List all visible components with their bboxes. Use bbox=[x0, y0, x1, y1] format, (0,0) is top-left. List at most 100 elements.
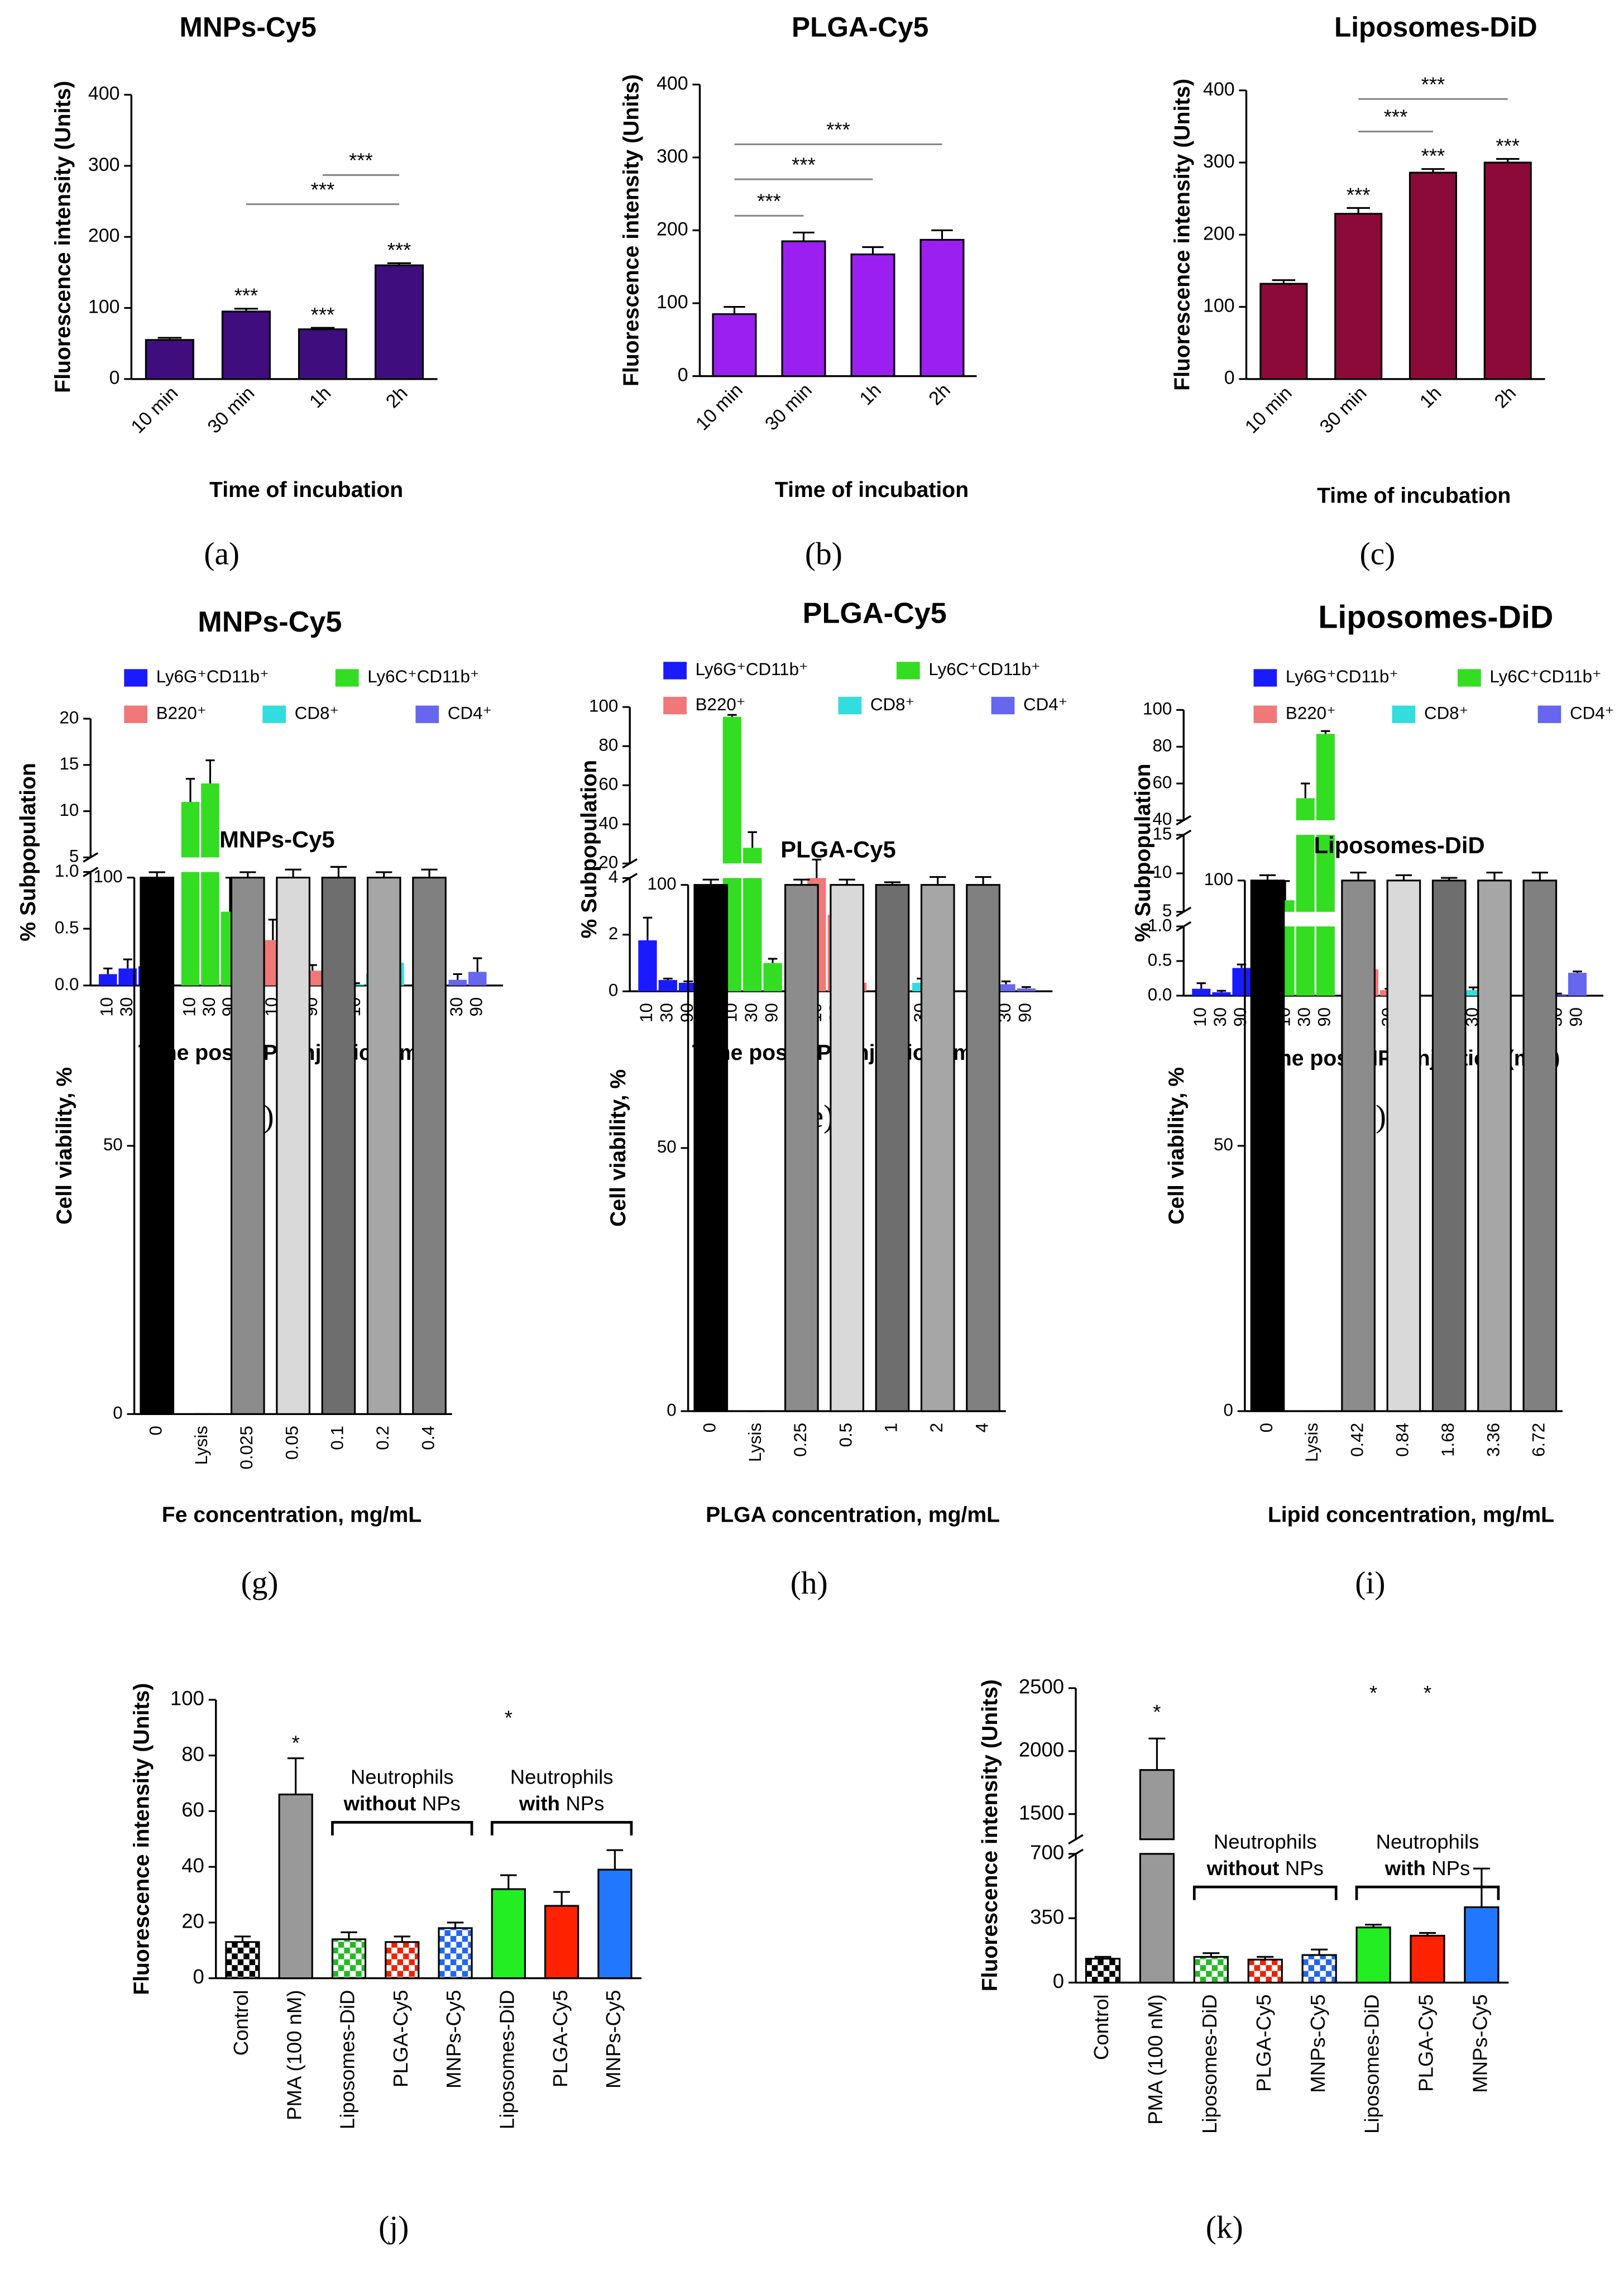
y-axis-label: Fluorescence intensity (Units) bbox=[1171, 79, 1195, 391]
y-axis-label: Cell viability, % bbox=[52, 1067, 76, 1225]
x-tick-label: 0.4 bbox=[418, 1426, 438, 1450]
group-label-rest: NPs bbox=[422, 1792, 461, 1815]
error-bar bbox=[1441, 877, 1458, 881]
legend-swatch bbox=[896, 662, 920, 680]
y-tick-label: 60 bbox=[598, 774, 618, 794]
bar bbox=[1464, 1906, 1500, 1984]
x-tick-label: MNPs-Cy5 bbox=[1469, 1994, 1492, 2093]
legend-swatch bbox=[415, 705, 439, 723]
bar bbox=[658, 979, 677, 992]
x-tick-label: 30 bbox=[447, 997, 466, 1017]
y-axis-label: % Subpopulation bbox=[16, 763, 40, 941]
bar bbox=[1334, 213, 1383, 380]
error-bar bbox=[1021, 986, 1031, 989]
bar bbox=[1301, 1954, 1337, 1984]
y-tick-label: 100 bbox=[1143, 699, 1172, 719]
bar bbox=[201, 783, 219, 858]
x-tick-label: Lysis bbox=[745, 1423, 765, 1462]
error-bar bbox=[702, 878, 719, 885]
x-tick-label: 2h bbox=[924, 380, 955, 410]
y-tick-label: 0 bbox=[193, 1965, 204, 1988]
error-bar bbox=[1496, 158, 1520, 163]
error-bar bbox=[1001, 980, 1011, 984]
error-bar bbox=[553, 1891, 570, 1906]
group-bracket bbox=[1355, 1885, 1500, 1900]
axis-break bbox=[1068, 1834, 1084, 1845]
error-bar bbox=[931, 229, 953, 240]
x-tick-label: Control bbox=[229, 1990, 252, 2056]
x-tick-label: Lysis bbox=[1302, 1423, 1321, 1462]
y-tick-label: 5 bbox=[1162, 901, 1172, 920]
x-tick-label: 10 bbox=[1190, 1007, 1210, 1027]
x-tick-label: 0.25 bbox=[791, 1423, 810, 1457]
x-tick-label: 2h bbox=[1491, 383, 1521, 413]
error-bar bbox=[793, 231, 815, 242]
y-tick-label: 200 bbox=[1203, 223, 1235, 244]
significance-label: *** bbox=[311, 178, 335, 201]
bar bbox=[1483, 161, 1532, 380]
y-tick-label: 100 bbox=[93, 867, 122, 886]
x-tick-label: 0.2 bbox=[373, 1426, 392, 1450]
error-bar bbox=[157, 337, 182, 340]
significance-label: *** bbox=[1496, 134, 1520, 157]
error-bar bbox=[1311, 1948, 1328, 1956]
legend-swatch bbox=[262, 705, 286, 723]
group-label: without NPs bbox=[343, 1792, 461, 1815]
legend-label: Ly6G⁺CD11b⁺ bbox=[696, 659, 808, 679]
group-label: without NPs bbox=[1206, 1856, 1324, 1879]
legend-swatch bbox=[663, 662, 687, 680]
y-tick-label: 350 bbox=[1030, 1905, 1064, 1928]
bar bbox=[412, 877, 447, 1415]
chart-title: PLGA-Cy5 bbox=[792, 11, 928, 42]
error-bar bbox=[376, 871, 392, 878]
error-bar bbox=[1468, 986, 1478, 991]
x-tick-label: 0.84 bbox=[1393, 1423, 1412, 1457]
y-tick-label: 40 bbox=[1152, 809, 1172, 829]
bar bbox=[201, 872, 219, 986]
x-tick-label: 30 bbox=[657, 1003, 677, 1022]
bar bbox=[1247, 1958, 1283, 1984]
x-tick-label: 30 bbox=[741, 1003, 761, 1022]
bar bbox=[743, 878, 762, 992]
error-bar bbox=[103, 967, 113, 974]
x-tick-label: PLGA-Cy5 bbox=[389, 1990, 412, 2087]
error-bar bbox=[884, 881, 901, 885]
bar bbox=[1341, 880, 1376, 1412]
bar bbox=[1568, 973, 1587, 996]
group-label: Neutrophils bbox=[510, 1766, 614, 1789]
y-tick-label: 100 bbox=[1203, 295, 1235, 317]
group-label-rest: NPs bbox=[1431, 1856, 1470, 1879]
x-tick-label: 0.42 bbox=[1347, 1423, 1367, 1457]
x-tick-label: 90 bbox=[761, 1003, 781, 1022]
legend-label: B220⁺ bbox=[696, 695, 746, 714]
x-tick-label: 10 min bbox=[1241, 383, 1296, 438]
x-axis-label: Time of incubation bbox=[1317, 484, 1511, 508]
y-tick-label: 1.0 bbox=[1148, 915, 1172, 935]
x-tick-label: 6.72 bbox=[1529, 1423, 1549, 1457]
error-bar bbox=[1573, 971, 1582, 973]
legend-label: Ly6C⁺CD11b⁺ bbox=[367, 667, 479, 686]
y-tick-label: 80 bbox=[181, 1742, 204, 1765]
chart-title: MNPs-Cy5 bbox=[180, 11, 317, 42]
legend-swatch bbox=[1458, 669, 1481, 687]
bar bbox=[366, 877, 401, 1415]
significance-label: *** bbox=[757, 190, 781, 213]
y-tick-label: 60 bbox=[1152, 772, 1172, 792]
y-tick-label: 100 bbox=[88, 296, 120, 317]
bar bbox=[1296, 926, 1315, 996]
error-bar bbox=[421, 868, 438, 878]
x-tick-label: 90 bbox=[1230, 1007, 1250, 1027]
bar bbox=[468, 972, 487, 986]
panel-label: (c) bbox=[1360, 536, 1396, 571]
legend-label: CD8⁺ bbox=[295, 703, 339, 723]
bar bbox=[491, 1888, 526, 1980]
error-bar bbox=[1486, 871, 1503, 881]
x-axis-label: PLGA concentration, mg/mL bbox=[706, 1503, 1000, 1527]
x-tick-label: 30 bbox=[1210, 1007, 1230, 1027]
x-tick-label: 90 bbox=[467, 997, 486, 1017]
bar bbox=[712, 313, 757, 377]
legend-label: CD8⁺ bbox=[1424, 703, 1468, 723]
bar bbox=[99, 974, 117, 986]
panel-label: (h) bbox=[791, 1566, 828, 1601]
bar bbox=[1259, 283, 1308, 380]
